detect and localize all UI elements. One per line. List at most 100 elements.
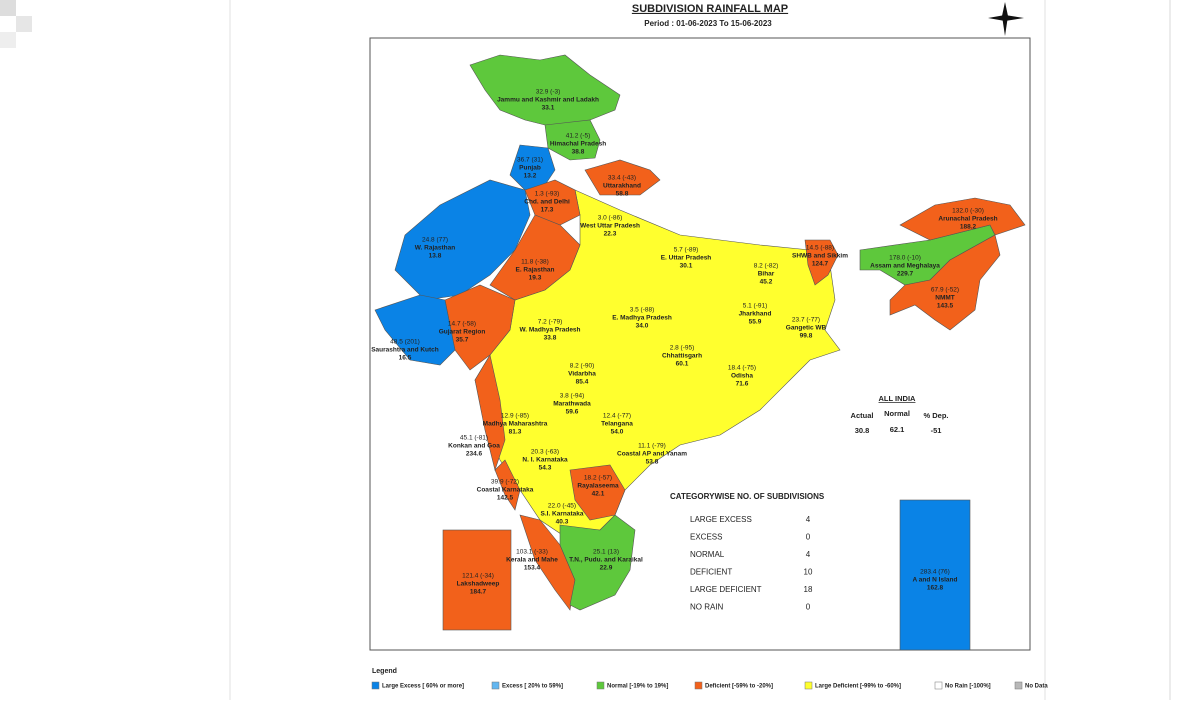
subdivision-name: A and N Island	[913, 577, 958, 584]
subdivision-value: 14.5 (-88)	[806, 245, 834, 252]
subdivision-normal: 85.4	[576, 379, 589, 386]
subdivision-normal: 71.6	[736, 381, 749, 388]
map-frame	[369, 37, 1031, 651]
category-label: EXCESS	[690, 533, 722, 542]
region	[469, 54, 621, 131]
subdivision-value: 11.1 (-79)	[638, 443, 666, 450]
subdivision-value: 3.8 (-94)	[560, 393, 585, 400]
subdivision-value: 5.1 (-91)	[743, 303, 768, 310]
subdivision-value: 121.4 (-34)	[462, 573, 494, 580]
region	[559, 514, 636, 611]
subdivision-value: 18.4 (-75)	[728, 365, 756, 372]
subdivision-normal: 13.8	[429, 253, 442, 260]
subdivision-normal: 19.3	[529, 275, 542, 282]
subdivision-value: 132.0 (-30)	[952, 208, 984, 215]
subdivision-normal: 35.7	[456, 337, 469, 344]
legend-swatch	[934, 681, 943, 690]
subdivision-normal: 40.3	[556, 519, 569, 526]
india-map	[374, 54, 1026, 651]
subdivision-name: Coastal AP and Yanam	[617, 451, 687, 458]
subdivision-name: West Uttar Pradesh	[580, 223, 640, 230]
subdivision-normal: 34.0	[636, 323, 649, 330]
legend-swatch	[491, 681, 500, 690]
legend-label: Large Excess [ 60% or more]	[382, 684, 464, 690]
subdivision-value: 22.0 (-45)	[548, 503, 576, 510]
period: Period : 01-06-2023 To 15-06-2023	[644, 19, 772, 28]
region	[444, 284, 516, 371]
subdivision-value: 3.0 (-86)	[598, 215, 623, 222]
thumb-pixel	[0, 0, 16, 16]
subdivision-normal: 142.5	[497, 495, 514, 502]
subdivision-value: 45.1 (-81)	[460, 435, 488, 442]
andaman-inset	[899, 499, 971, 651]
category-count: 0	[806, 533, 811, 542]
subdivision-normal: 22.3	[604, 231, 617, 238]
subdivision-name: Bihar	[758, 271, 775, 278]
subdivision-value: 18.2 (-57)	[584, 475, 612, 482]
subdivision-normal: 188.2	[960, 224, 977, 231]
subdivision-normal: 42.1	[592, 491, 605, 498]
region	[889, 234, 1001, 331]
legend-swatch	[1014, 681, 1023, 690]
subdivision-normal: 234.6	[466, 451, 483, 458]
subdivision-normal: 33.1	[542, 105, 555, 112]
subdivision-name: Saurashtra and Kutch	[371, 347, 439, 354]
subdivision-normal: 53.8	[646, 459, 659, 466]
subdivision-normal: 13.2	[524, 173, 537, 180]
region	[394, 179, 531, 301]
legend-swatch	[596, 681, 605, 690]
subdivision-name: NMMT	[935, 295, 955, 302]
legend-label: Excess [ 20% to 59%]	[502, 684, 563, 690]
thumb-pixel	[16, 16, 32, 32]
all-india: ALL INDIA Actual Normal % Dep. 30.8 62.1…	[851, 394, 949, 435]
subdivision-name: Gangetic WB	[786, 325, 827, 332]
all-india-header: Actual	[851, 411, 874, 420]
subdivision-name: Jammu and Kashmir and Ladakh	[497, 97, 599, 104]
subdivision-name: Uttarakhand	[603, 183, 641, 190]
subdivision-normal: 55.9	[749, 319, 762, 326]
subdivision-value: 33.4 (-43)	[608, 175, 636, 182]
subdivision-name: Gujarat Region	[439, 329, 486, 336]
subdivision-normal: 16.5	[399, 355, 412, 362]
subdivision-normal: 184.7	[470, 589, 487, 596]
subdivision-name: Himachal Pradesh	[550, 141, 606, 148]
category-count: 4	[806, 515, 811, 524]
region	[494, 459, 521, 511]
subdivision-value: 12.4 (-77)	[603, 413, 631, 420]
subdivision-value: 7.2 (-79)	[538, 319, 563, 326]
subdivision-name: Chd. and Delhi	[524, 199, 570, 206]
subdivision-name: E. Madhya Pradesh	[612, 315, 672, 322]
subdivision-value: 103.1 (-33)	[516, 549, 548, 556]
subdivision-name: Vidarbha	[568, 371, 596, 378]
legend-label: Large Deficient [-99% to -60%]	[815, 684, 901, 690]
subdivision-value: 8.2 (-82)	[754, 263, 779, 270]
subdivision-value: 25.1 (13)	[593, 549, 619, 556]
region	[374, 294, 456, 366]
subdivision-value: 23.7 (-77)	[792, 317, 820, 324]
subdivision-value: 2.8 (-95)	[670, 345, 695, 352]
subdivision-name: W. Rajasthan	[415, 245, 455, 252]
subdivision-name: Jharkhand	[739, 311, 772, 318]
subdivision-value: 32.9 (-3)	[536, 89, 561, 96]
subdivision-name: Lakshadweep	[457, 581, 500, 588]
category-label: LARGE DEFICIENT	[690, 585, 762, 594]
subdivision-name: Konkan and Goa	[448, 443, 500, 450]
subdivision-name: W. Madhya Pradesh	[519, 327, 580, 334]
legend-label: No Rain [-100%]	[945, 684, 991, 690]
subdivision-value: 20.3 (-63)	[531, 449, 559, 456]
subdivision-name: N. I. Karnataka	[522, 457, 568, 464]
subdivision-normal: 33.8	[544, 335, 557, 342]
subdivision-name: Odisha	[731, 373, 753, 380]
lakshadweep-inset	[442, 529, 512, 631]
subdivision-value: 3.5 (-88)	[630, 307, 655, 314]
subdivision-normal: 22.9	[600, 565, 613, 572]
category-count: 18	[804, 585, 813, 594]
labels: 32.9 (-3)Jammu and Kashmir and Ladakh33.…	[371, 89, 1048, 690]
subdivision-normal: 143.5	[937, 303, 954, 310]
subdivision-name: Punjab	[519, 165, 541, 172]
subdivision-name: Rayalaseema	[577, 483, 619, 490]
region	[584, 159, 661, 196]
subdivision-name: Chhattisgarh	[662, 353, 702, 360]
subdivision-name: Coastal Karnataka	[477, 487, 534, 494]
subdivision-normal: 45.2	[760, 279, 773, 286]
